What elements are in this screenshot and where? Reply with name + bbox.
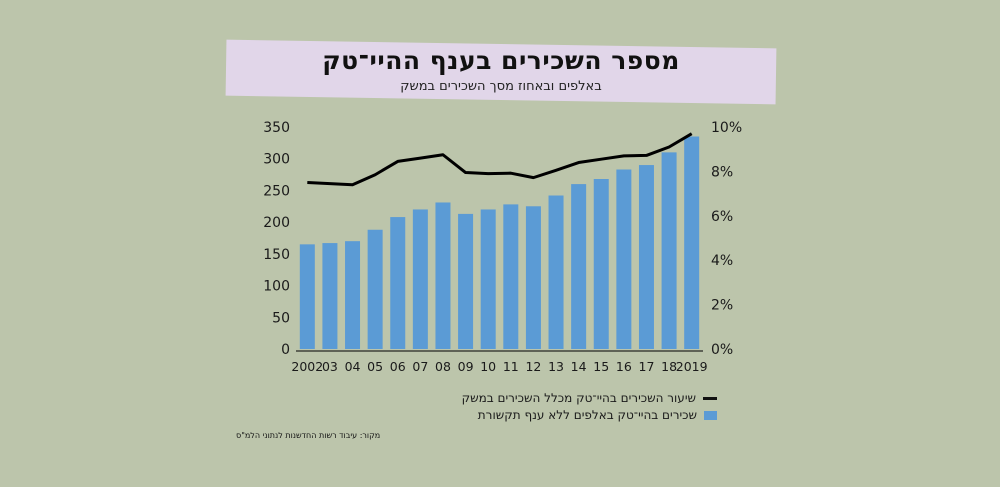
bar-2002	[299, 244, 315, 349]
x-tick-label: 10	[480, 359, 496, 374]
legend-bar-swatch	[704, 410, 717, 420]
x-tick-label: 08	[435, 359, 451, 374]
line-series-share	[307, 132, 693, 187]
bar-17	[638, 165, 654, 349]
x-tick-label: 03	[322, 359, 338, 374]
x-tick-label: 12	[525, 359, 541, 374]
x-tick-label: 14	[571, 359, 587, 374]
x-tick-label: 13	[548, 359, 564, 374]
y-right-tick-label: 6%	[711, 209, 733, 225]
y-right-tick-label: 10%	[711, 120, 742, 136]
legend-bar-label: שכירים בהיי־טק באלפים ללא ענף תקשורת	[477, 408, 697, 422]
legend-item-line: שיעור השכירים בהיי־טק מכלל השכירים במשק	[462, 391, 717, 405]
bar-10	[480, 209, 496, 349]
bar-2019	[684, 136, 700, 349]
y-left-tick-label: 200	[263, 215, 290, 231]
chart-subtitle: באלפים ובאחוז מסך השכירים במשק	[400, 79, 602, 94]
y-left-tick-label: 250	[263, 183, 290, 199]
chart-title: מספר השכירים בענף ההיי־טק	[322, 46, 680, 75]
x-tick-label: 07	[412, 359, 428, 374]
x-tick-label: 18	[661, 359, 677, 374]
y-left-tick-label: 0	[281, 342, 290, 358]
y-right-tick-label: 0%	[711, 342, 733, 358]
x-tick-label: 17	[639, 359, 655, 374]
x-tick-label: 2019	[676, 359, 708, 374]
x-tick-label: 2002	[291, 359, 323, 374]
y-right-tick-label: 8%	[711, 164, 733, 180]
y-left-tick-label: 350	[263, 120, 290, 136]
y-left-tick-label: 150	[263, 247, 290, 263]
bar-07	[412, 209, 428, 349]
x-tick-label: 04	[345, 359, 361, 374]
y-right-tick-label: 2%	[711, 298, 733, 314]
bar-12	[525, 206, 541, 349]
bar-06	[390, 217, 406, 349]
bar-08	[435, 202, 451, 349]
y-left-tick-label: 50	[272, 310, 290, 326]
bar-09	[458, 213, 474, 349]
x-tick-label: 16	[616, 359, 632, 374]
bar-14	[571, 184, 587, 349]
bar-18	[661, 152, 677, 349]
legend-item-bar: שכירים בהיי־טק באלפים ללא ענף תקשורת	[478, 408, 717, 422]
x-tick-label: 06	[390, 359, 406, 374]
y-right-tick-label: 4%	[711, 253, 733, 269]
bar-16	[616, 169, 632, 349]
bar-11	[503, 204, 519, 349]
y-left-tick-label: 100	[263, 279, 290, 295]
bar-15	[593, 179, 609, 349]
bar-04	[345, 241, 361, 349]
x-tick-label: 11	[503, 359, 519, 374]
legend-line-swatch	[703, 396, 717, 400]
bar-03	[322, 243, 338, 349]
source-note: מקור: עיבוד רשות החדשנות לנתוני הלמ"ס	[236, 431, 381, 440]
x-tick-label: 09	[458, 359, 474, 374]
bar-13	[548, 195, 564, 349]
y-left-tick-label: 300	[263, 152, 290, 168]
legend-line-label: שיעור השכירים בהיי־טק מכלל השכירים במשק	[461, 391, 696, 405]
x-tick-label: 15	[593, 359, 609, 374]
x-tick-label: 05	[367, 359, 383, 374]
bar-05	[367, 229, 383, 349]
